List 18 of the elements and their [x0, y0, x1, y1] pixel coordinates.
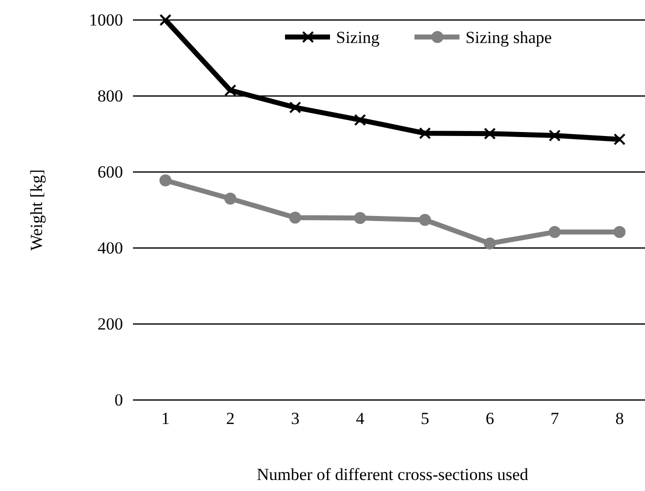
x-tick-label: 7: [550, 409, 560, 428]
y-tick-label: 400: [98, 238, 123, 258]
y-tick-label: 800: [98, 86, 123, 106]
y-tick-label: 0: [114, 390, 123, 410]
x-tick-label: 3: [290, 409, 300, 428]
y-tick-label: 1000: [89, 10, 123, 30]
x-tick-label: 2: [226, 409, 235, 428]
legend-label: Sizing: [336, 28, 380, 47]
y-tick-label: 600: [98, 162, 123, 182]
x-tick-label: 4: [356, 409, 365, 428]
x-tick-label: 8: [615, 409, 624, 428]
legend-label: Sizing shape: [465, 28, 552, 47]
x-tick-label: 6: [486, 409, 494, 428]
x-axis-title: Number of different cross-sections used: [256, 465, 529, 484]
x-tick-label: 5: [420, 409, 430, 428]
y-axis-title: Weight [kg]: [27, 169, 46, 251]
x-tick-label: 1: [161, 409, 170, 428]
y-tick-label: 200: [98, 314, 123, 334]
